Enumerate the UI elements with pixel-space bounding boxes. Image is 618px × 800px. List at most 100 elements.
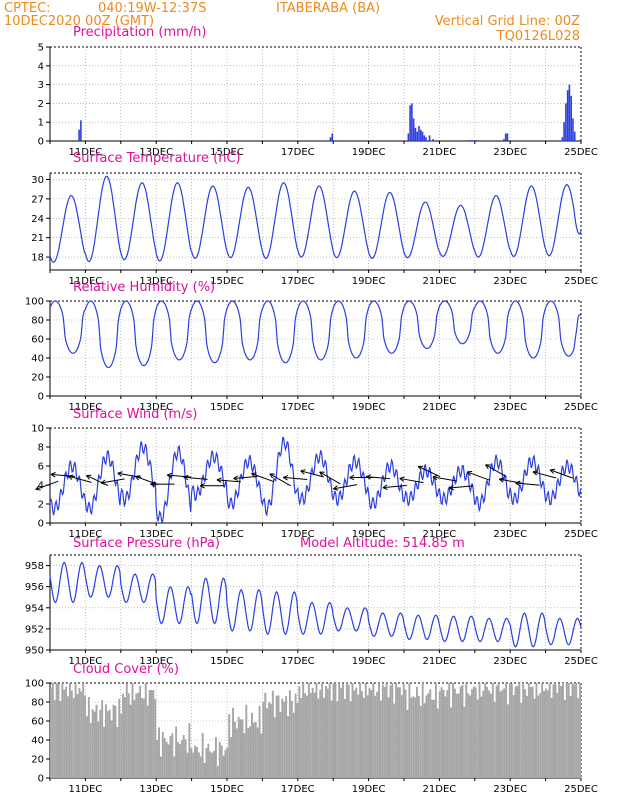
wind-arrow: [382, 485, 407, 489]
cloud-bar: [150, 689, 153, 778]
cloud-bar: [97, 721, 100, 778]
cloud-bar: [82, 683, 85, 778]
wind-arrow-head: [233, 475, 239, 481]
precip-bar: [561, 137, 564, 141]
cloud-bar: [343, 698, 346, 778]
cloud-bar: [546, 690, 549, 778]
cloud-bar: [302, 683, 305, 778]
x-tick-label: 15DEC: [210, 529, 244, 540]
cloud-bar: [264, 692, 267, 778]
cloud-bar: [563, 699, 566, 778]
cloud-bar: [434, 683, 437, 778]
cloud-bar: [484, 683, 487, 778]
pressure-panel: 950 952 954 956 958 11DEC 13DEC 15DEC 17DEC 19DEC…: [25, 536, 598, 667]
x-tick-label: 21DEC: [423, 402, 457, 413]
cloud-bar: [474, 687, 477, 778]
cloud-bar: [182, 735, 185, 778]
cloud-bar: [133, 700, 136, 778]
cloud-bar: [148, 690, 151, 778]
y-tick-label: 60: [31, 335, 44, 346]
cloud-bar: [362, 697, 365, 778]
precip-bar: [409, 105, 411, 141]
wind-arrow: [532, 471, 557, 479]
cloud-bar: [461, 684, 464, 778]
cloud-bar: [165, 741, 168, 778]
cloud-bar: [78, 687, 81, 778]
wind-arrow: [449, 485, 474, 489]
wind-arrow-head: [399, 476, 405, 482]
rh-series-line: [49, 300, 582, 369]
cloud-bar: [256, 727, 259, 778]
cloud-bar: [87, 696, 90, 778]
cloud-bar: [190, 747, 193, 778]
cloud-bar: [232, 707, 234, 778]
y-tick-label: 3: [38, 80, 44, 91]
wind-arrow: [467, 471, 490, 481]
cloud-bar: [387, 697, 390, 778]
wind-arrow: [251, 473, 275, 483]
cloud-bar: [526, 695, 528, 778]
wind-arrow-head: [200, 483, 205, 489]
cloud-bar: [503, 688, 506, 778]
cloud-bar: [89, 722, 92, 778]
cloud-bar: [558, 684, 561, 778]
cloud-bar: [260, 733, 263, 778]
precip-bar: [572, 118, 574, 141]
precip-bar: [566, 90, 569, 141]
wind-arrow: [183, 476, 208, 480]
cloud-bar: [51, 683, 54, 778]
cloud-bar: [488, 690, 490, 778]
cloud-bar: [241, 719, 244, 778]
cloud-bar: [342, 684, 344, 778]
precip-bar: [432, 139, 434, 141]
cloud-bar: [427, 693, 430, 778]
cloud-bar: [393, 703, 396, 778]
cloud-bar: [59, 701, 62, 778]
cloud-bar: [220, 745, 223, 778]
wind-arrow: [485, 464, 507, 478]
x-tick-label: 15DEC: [210, 656, 244, 667]
y-tick-label: 952: [25, 624, 44, 635]
wind-arrow: [100, 478, 125, 484]
x-tick-label: 17DEC: [281, 147, 315, 158]
cloud-bar: [218, 741, 221, 778]
precip-bar: [414, 127, 417, 141]
cloud-bar: [313, 692, 316, 778]
cloud-bar: [332, 683, 335, 778]
cloud-bar: [544, 688, 547, 778]
cloud-bar: [381, 684, 384, 778]
cloud-bar: [163, 738, 166, 778]
cloud-bar: [355, 687, 358, 778]
cloud-bar: [122, 693, 124, 778]
cloud-bar: [112, 704, 115, 778]
cloud-bar: [57, 683, 60, 778]
cloud-bar: [53, 700, 56, 778]
cloud-bar: [146, 705, 149, 778]
cloud-bar: [359, 683, 362, 778]
cloud-bar: [334, 683, 337, 778]
wind-arrow: [233, 475, 258, 480]
cloud-bar: [336, 701, 339, 778]
precip-bar: [407, 133, 410, 141]
cloud-bar: [127, 693, 130, 778]
cloud-bar: [273, 717, 276, 778]
y-tick-label: 0: [38, 774, 44, 785]
cloud-bar: [569, 696, 572, 778]
y-tick-label: 100: [25, 297, 44, 308]
cloud-bar: [307, 683, 310, 778]
cloud-bar: [410, 697, 413, 778]
wind-arrow: [499, 478, 524, 484]
cloud-bar: [211, 752, 214, 778]
x-tick-label: 19DEC: [352, 784, 386, 795]
cloud-bar: [351, 683, 354, 778]
cloud-bar: [493, 701, 496, 778]
cloud-bar: [125, 683, 128, 778]
cloud-panel: 0 20 40 60 80 100 11DEC 13DEC 15DEC 17DEC 19DEC 21D…: [25, 662, 598, 795]
wind-arrow: [300, 470, 324, 478]
cloud-bar: [114, 705, 117, 778]
x-tick-label: 23DEC: [493, 529, 527, 540]
cloud-bar: [251, 712, 253, 778]
precip-bar: [467, 140, 470, 141]
x-tick-label: 17DEC: [281, 529, 315, 540]
cloud-bar: [450, 707, 453, 778]
